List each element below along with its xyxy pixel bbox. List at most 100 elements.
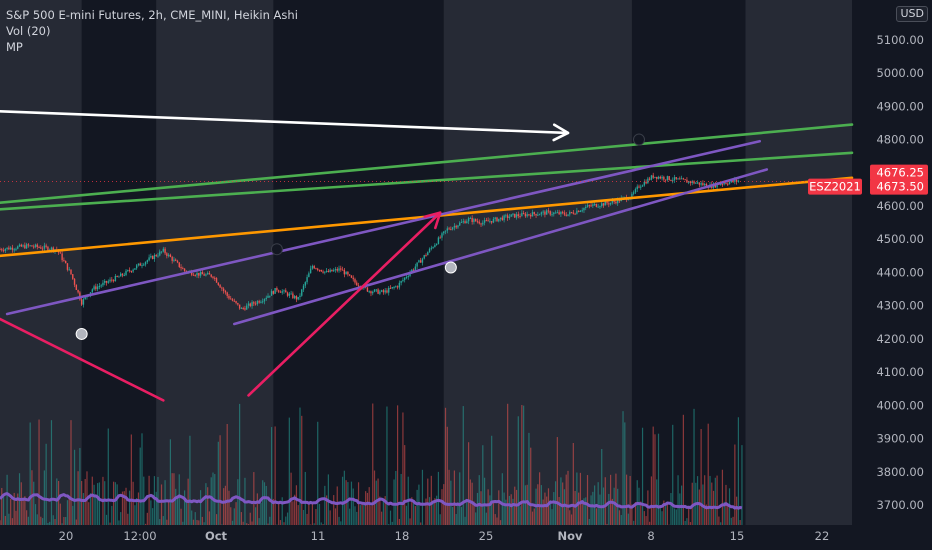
candle-body [435,243,438,245]
volume-bar [219,435,221,525]
candle-body [38,246,40,248]
volume-bar [132,481,134,525]
candle-body [104,280,106,283]
candle-body [455,225,457,228]
anchor-marker-3[interactable] [633,133,645,146]
candle-body [696,182,699,184]
volume-bar [679,493,681,525]
volume-bar [457,503,459,525]
volume-bar [88,502,90,525]
volume-bar [176,496,179,525]
session-bands [0,0,852,525]
candle-body [22,245,24,247]
candle-body [114,276,117,282]
candle-body [125,270,127,275]
candle-body [686,179,688,183]
volume-bar [464,516,466,525]
candle-body [414,266,417,270]
candle-body [460,221,463,223]
volume-bar [136,498,138,525]
candle-body [242,307,244,309]
volume-indicator-label[interactable]: Vol (20) [6,24,51,38]
trendline-5[interactable] [233,168,769,326]
volume-bar [150,500,152,525]
mp-indicator-label[interactable]: MP [6,40,23,54]
trendline-7[interactable] [247,211,442,397]
volume-bar [215,514,218,525]
volume-bar [372,403,374,525]
volume-bar [448,469,450,525]
candle-body [560,211,562,215]
volume-bar [397,405,399,525]
symbol-title[interactable]: S&P 500 E-mini Futures, 2h, CME_MINI, He… [6,8,298,22]
time-tick-label: 15 [730,529,745,543]
volume-bar [544,492,546,525]
candle-body [11,247,14,250]
candle-body [702,183,704,186]
trendline-1[interactable] [0,123,854,204]
candle-body [249,303,251,307]
time-tick-label: 11 [311,529,326,543]
candle-body [210,274,212,277]
volume-bar [373,470,376,525]
trendline-arrowhead-0[interactable] [552,123,570,142]
volume-bar [586,475,589,525]
volume-bar [52,515,54,525]
price-axis[interactable]: 5100.005000.004900.004800.004700.004600.… [862,0,932,550]
volume-bar [253,472,255,525]
candle-body [418,260,420,263]
candle-body [269,295,271,297]
volume-bar [329,510,331,525]
anchor-marker-1[interactable] [270,243,283,256]
volume-bar [299,407,301,525]
volume-bar [324,485,326,525]
candle-body [24,245,26,249]
time-axis[interactable]: 20 12:00 Oct 11 18 25 Nov 8 15 22 [0,525,932,550]
candle-body [79,292,81,300]
trendline-6[interactable] [0,317,165,402]
candle-body [664,179,667,181]
candle-body [299,295,301,297]
candle-body [476,221,479,223]
candle-body [265,297,267,299]
volume-bar [693,408,695,525]
candle-body [384,290,386,293]
trendline-drawings[interactable] [0,110,854,402]
candle-body [561,211,564,213]
candle-body [373,289,376,292]
candle-body [27,244,30,246]
price-tick-label: 4900.00 [876,99,924,113]
candle-body [693,181,695,184]
anchor-marker-0[interactable] [75,327,88,340]
volume-bar [286,512,289,525]
volume-bar [578,492,580,525]
candle-body [537,214,539,216]
trendline-4[interactable] [5,139,762,316]
candle-body [475,219,477,222]
volume-bar [569,510,571,525]
currency-badge[interactable]: USD [896,6,928,22]
volume-bar [354,506,356,525]
candle-body [508,216,511,218]
volume-bar [512,498,514,525]
candle-body [670,180,672,182]
volume-bar [203,522,205,525]
candle-body [482,222,484,225]
anchor-marker-2[interactable] [444,261,457,274]
volume-bar [81,481,83,525]
price-tick-label: 4200.00 [876,332,924,346]
candle-body [233,300,235,302]
trendline-2[interactable] [0,151,854,211]
candle-body [423,255,425,259]
volume-bar [585,497,587,525]
trendline-0[interactable] [0,110,570,135]
candle-body [615,201,617,204]
candle-body [164,248,166,254]
trendline-arrowhead-7[interactable] [423,211,442,230]
drawing-markers[interactable] [75,133,645,340]
volume-bar [121,491,124,525]
candle-body [648,178,651,180]
volume-bar [420,522,422,525]
